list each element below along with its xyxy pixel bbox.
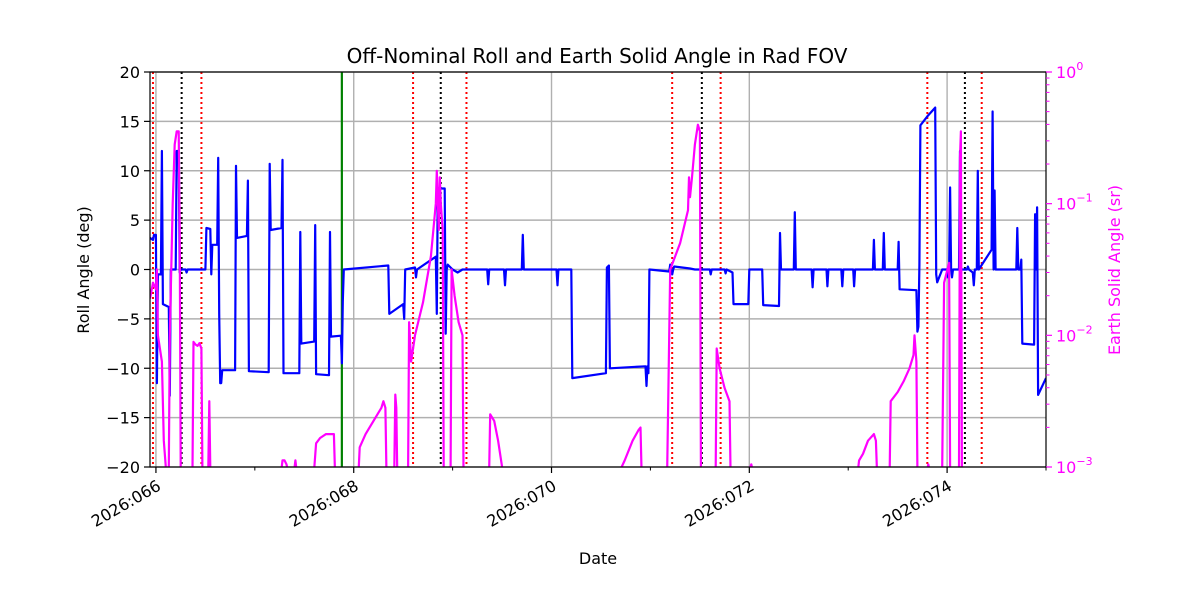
y2-tick-base: 10 (1056, 195, 1076, 214)
y2-tick-base: 10 (1056, 63, 1076, 82)
series-roll-angle (150, 106, 1046, 397)
event-lines (151, 72, 983, 467)
y-tick-label: −20 (106, 458, 140, 477)
y-tick-label: 10 (120, 162, 140, 181)
series-earth-solid-angle (150, 123, 963, 467)
y2-tick-exponent: −2 (1076, 323, 1092, 336)
y2-tick-base: 10 (1056, 326, 1076, 345)
y2-tick-label: 10−1 (1056, 192, 1093, 214)
y2-tick-exponent: −3 (1076, 455, 1092, 468)
y-tick-label: 15 (120, 112, 140, 131)
chart-title: Off-Nominal Roll and Earth Solid Angle i… (347, 44, 848, 68)
y2-tick-exponent: 0 (1076, 60, 1083, 73)
y2-tick-base: 10 (1056, 458, 1076, 477)
y2-tick-exponent: −1 (1076, 192, 1092, 205)
y2-tick-label: 10−2 (1056, 323, 1093, 345)
y-tick-label: 5 (130, 211, 140, 230)
y-tick-label: −5 (116, 310, 140, 329)
y2-tick-label: 10−3 (1056, 455, 1093, 477)
y-tick-label: −15 (106, 409, 140, 428)
y-axis-label: Roll Angle (deg) (74, 206, 93, 333)
series-group (150, 106, 1046, 467)
y-tick-label: −10 (106, 359, 140, 378)
y-axis-left: 20 15 10 5 0 −5 −10 −15 −20 (106, 63, 150, 477)
x-axis-label: Date (579, 549, 617, 568)
y2-tick-label: 100 (1056, 60, 1083, 82)
y-tick-label: 0 (130, 261, 140, 280)
y-tick-label: 20 (120, 63, 140, 82)
y2-axis-label: Earth Solid Angle (sr) (1105, 185, 1124, 355)
